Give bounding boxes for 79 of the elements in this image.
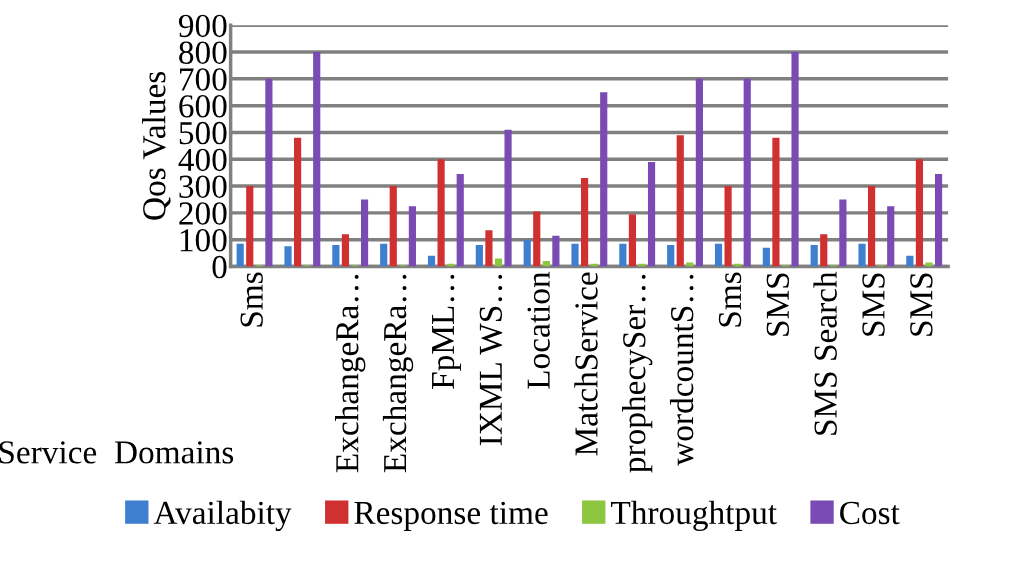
bar [581,178,589,267]
x-tick-label: ExchangeRa… [335,274,366,473]
bar [533,211,541,267]
bar [915,159,924,267]
bar [858,243,866,267]
bar [246,186,254,267]
bar [360,199,369,267]
bar [380,243,388,267]
y-tick-label: 200 [179,202,227,225]
bar [619,243,627,267]
y-tick-label: 700 [180,68,227,91]
y-tick-label: 400 [178,148,227,172]
x-tick-label: prophecySer… [622,274,653,473]
bar [456,174,464,267]
y-tick-label: 800 [179,41,227,64]
bar [332,245,340,267]
bar [341,234,350,267]
bar [868,186,876,267]
bar [667,245,675,267]
bar [820,234,828,267]
x-tick-label: IXML WS… [479,274,503,446]
bar [437,159,445,267]
bar [600,92,608,267]
x-axis-title: Service Domains [0,441,234,464]
bar [571,243,579,267]
bar [724,186,732,267]
bar [628,214,637,267]
bar [887,206,895,267]
bar [925,262,933,267]
y-tick-label: 100 [180,229,227,252]
bar [284,246,292,267]
bar [313,52,321,267]
y-tick-label: 600 [179,95,227,118]
x-tick-label: FpML… [432,274,461,389]
bar [265,78,273,267]
bar [772,137,780,267]
x-tick-label: Sms [240,272,263,327]
y-tick-label: 300 [179,175,227,198]
y-axis-title: Qos Values [142,71,171,220]
bar [762,247,770,267]
bar [427,255,436,267]
bar [389,186,397,267]
x-tick-label: ExchangeRa… [382,274,414,473]
bar [695,78,703,267]
bar [810,245,818,267]
x-tick-label: SMS Search [813,271,837,435]
bar [906,255,914,267]
x-tick-label: Location [527,271,550,389]
bar [676,135,684,267]
bar [743,78,751,267]
y-tick-label: 900 [178,14,227,38]
bar [485,230,493,267]
bar [647,161,656,267]
bar [791,52,799,267]
bar [408,206,416,267]
x-tick-label: SMS [766,273,790,336]
bar [294,137,302,267]
x-tick-label: wordcountS… [669,274,694,466]
bar [552,235,560,267]
bar [523,239,531,267]
bar [494,258,503,267]
legend-label: Availabity [153,500,292,531]
bar [839,199,847,267]
x-tick-label: SMS [862,273,885,336]
bar [686,262,694,267]
x-tick-label: Sms [718,272,742,327]
bar [504,129,512,267]
x-tick-label: MatchService [574,272,598,456]
x-tick-label: SMS [910,273,933,336]
bar [542,261,550,267]
legend-label: Throughtput [611,500,777,531]
bar [934,174,943,267]
bar [475,245,483,267]
y-tick-label: 500 [179,121,227,145]
bar [714,243,723,267]
legend-label: Response time [354,501,548,531]
y-tick-label: 0 [212,255,227,279]
bar [236,243,244,267]
legend-label: Cost [840,501,900,525]
